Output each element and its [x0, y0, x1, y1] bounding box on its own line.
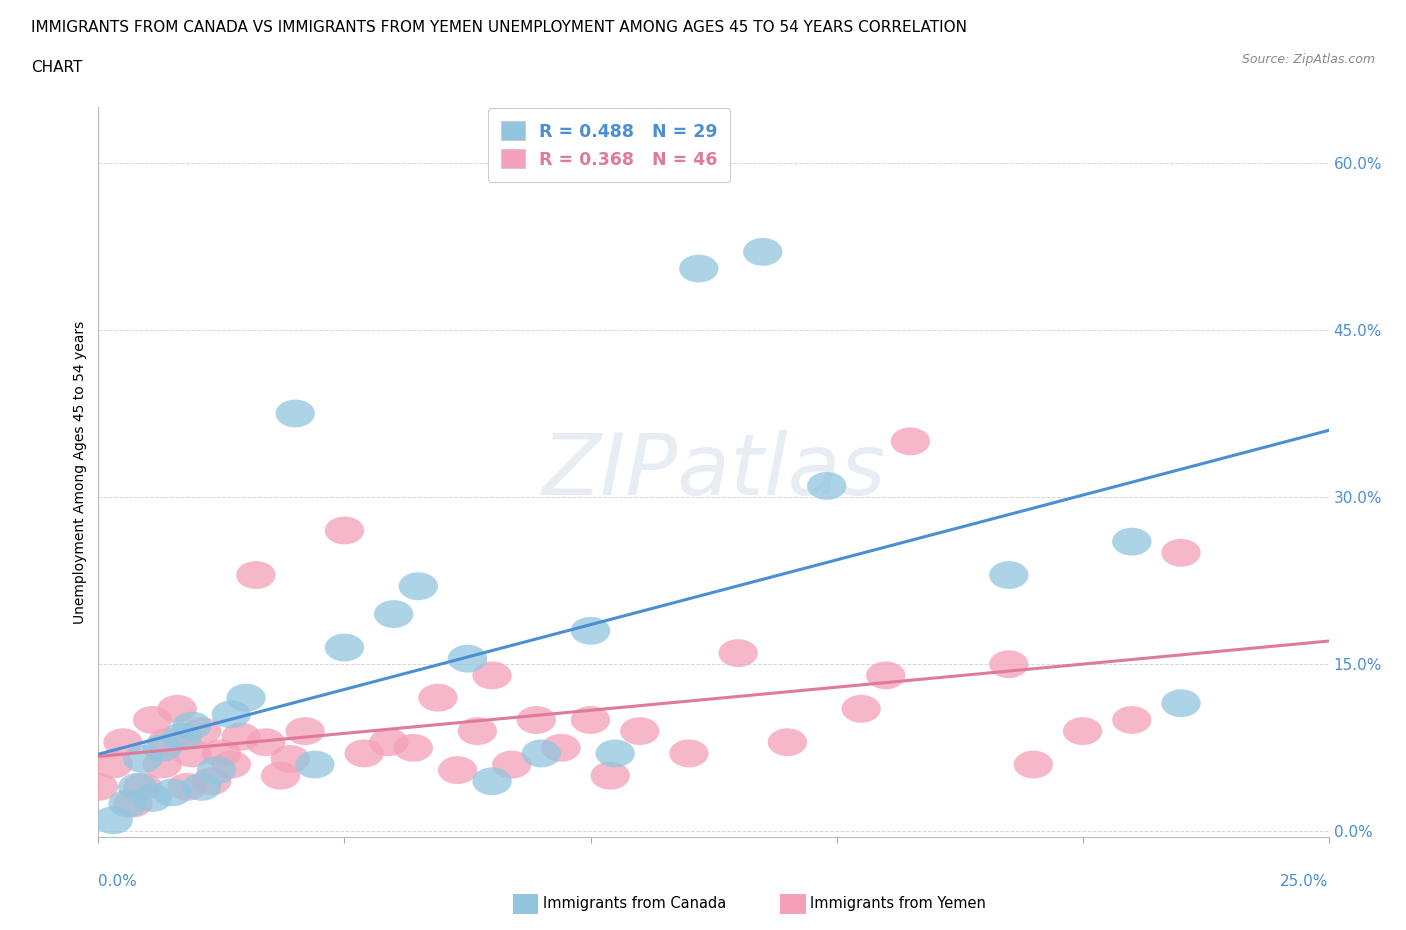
Ellipse shape: [447, 644, 488, 672]
Ellipse shape: [236, 561, 276, 589]
Ellipse shape: [1014, 751, 1053, 778]
Ellipse shape: [276, 400, 315, 428]
Ellipse shape: [1112, 527, 1152, 555]
Ellipse shape: [596, 739, 636, 767]
Ellipse shape: [517, 706, 557, 734]
Text: ZIPatlas: ZIPatlas: [541, 431, 886, 513]
Ellipse shape: [124, 745, 163, 773]
Ellipse shape: [679, 255, 718, 283]
Ellipse shape: [183, 773, 222, 801]
Ellipse shape: [183, 717, 222, 745]
Ellipse shape: [419, 684, 458, 711]
Ellipse shape: [990, 650, 1029, 678]
Ellipse shape: [439, 756, 478, 784]
Ellipse shape: [134, 706, 173, 734]
Text: CHART: CHART: [31, 60, 83, 75]
Ellipse shape: [541, 734, 581, 762]
Ellipse shape: [118, 773, 157, 801]
Text: Immigrants from Yemen: Immigrants from Yemen: [810, 897, 986, 911]
Ellipse shape: [718, 639, 758, 667]
Ellipse shape: [571, 706, 610, 734]
Ellipse shape: [222, 723, 262, 751]
Ellipse shape: [79, 773, 118, 801]
Ellipse shape: [374, 600, 413, 628]
Ellipse shape: [891, 428, 931, 456]
Ellipse shape: [124, 773, 163, 801]
Ellipse shape: [226, 684, 266, 711]
Ellipse shape: [112, 790, 153, 817]
Ellipse shape: [148, 728, 187, 756]
Ellipse shape: [285, 717, 325, 745]
Ellipse shape: [325, 516, 364, 544]
Ellipse shape: [492, 751, 531, 778]
Ellipse shape: [262, 762, 301, 790]
Text: 0.0%: 0.0%: [98, 874, 138, 889]
Ellipse shape: [197, 756, 236, 784]
Ellipse shape: [1063, 717, 1102, 745]
Ellipse shape: [295, 751, 335, 778]
Ellipse shape: [325, 633, 364, 661]
Ellipse shape: [157, 695, 197, 723]
Text: Source: ZipAtlas.com: Source: ZipAtlas.com: [1241, 53, 1375, 66]
Ellipse shape: [368, 728, 409, 756]
Y-axis label: Unemployment Among Ages 45 to 54 years: Unemployment Among Ages 45 to 54 years: [73, 320, 87, 624]
Text: Immigrants from Canada: Immigrants from Canada: [543, 897, 725, 911]
Ellipse shape: [191, 767, 231, 795]
Legend: R = 0.488   N = 29, R = 0.368   N = 46: R = 0.488 N = 29, R = 0.368 N = 46: [488, 108, 730, 181]
Ellipse shape: [591, 762, 630, 790]
Ellipse shape: [212, 700, 252, 728]
Ellipse shape: [394, 734, 433, 762]
Ellipse shape: [202, 739, 242, 767]
Ellipse shape: [620, 717, 659, 745]
Ellipse shape: [108, 790, 148, 817]
Ellipse shape: [472, 661, 512, 689]
Ellipse shape: [104, 728, 143, 756]
Ellipse shape: [94, 751, 134, 778]
Ellipse shape: [1161, 538, 1201, 566]
Ellipse shape: [458, 717, 498, 745]
Ellipse shape: [143, 734, 183, 762]
Ellipse shape: [1112, 706, 1152, 734]
Ellipse shape: [153, 778, 191, 806]
Ellipse shape: [143, 751, 183, 778]
Ellipse shape: [134, 784, 173, 812]
Text: 25.0%: 25.0%: [1281, 874, 1329, 889]
Ellipse shape: [167, 773, 207, 801]
Ellipse shape: [571, 617, 610, 644]
Ellipse shape: [669, 739, 709, 767]
Ellipse shape: [842, 695, 880, 723]
Ellipse shape: [399, 572, 439, 600]
Ellipse shape: [744, 238, 783, 266]
Ellipse shape: [990, 561, 1029, 589]
Ellipse shape: [472, 767, 512, 795]
Ellipse shape: [163, 723, 202, 751]
Ellipse shape: [271, 745, 311, 773]
Ellipse shape: [522, 739, 561, 767]
Ellipse shape: [246, 728, 285, 756]
Ellipse shape: [344, 739, 384, 767]
Ellipse shape: [212, 751, 252, 778]
Text: IMMIGRANTS FROM CANADA VS IMMIGRANTS FROM YEMEN UNEMPLOYMENT AMONG AGES 45 TO 54: IMMIGRANTS FROM CANADA VS IMMIGRANTS FRO…: [31, 20, 967, 35]
Ellipse shape: [173, 739, 212, 767]
Ellipse shape: [768, 728, 807, 756]
Ellipse shape: [173, 711, 212, 739]
Ellipse shape: [807, 472, 846, 499]
Ellipse shape: [94, 806, 134, 834]
Ellipse shape: [866, 661, 905, 689]
Ellipse shape: [1161, 689, 1201, 717]
